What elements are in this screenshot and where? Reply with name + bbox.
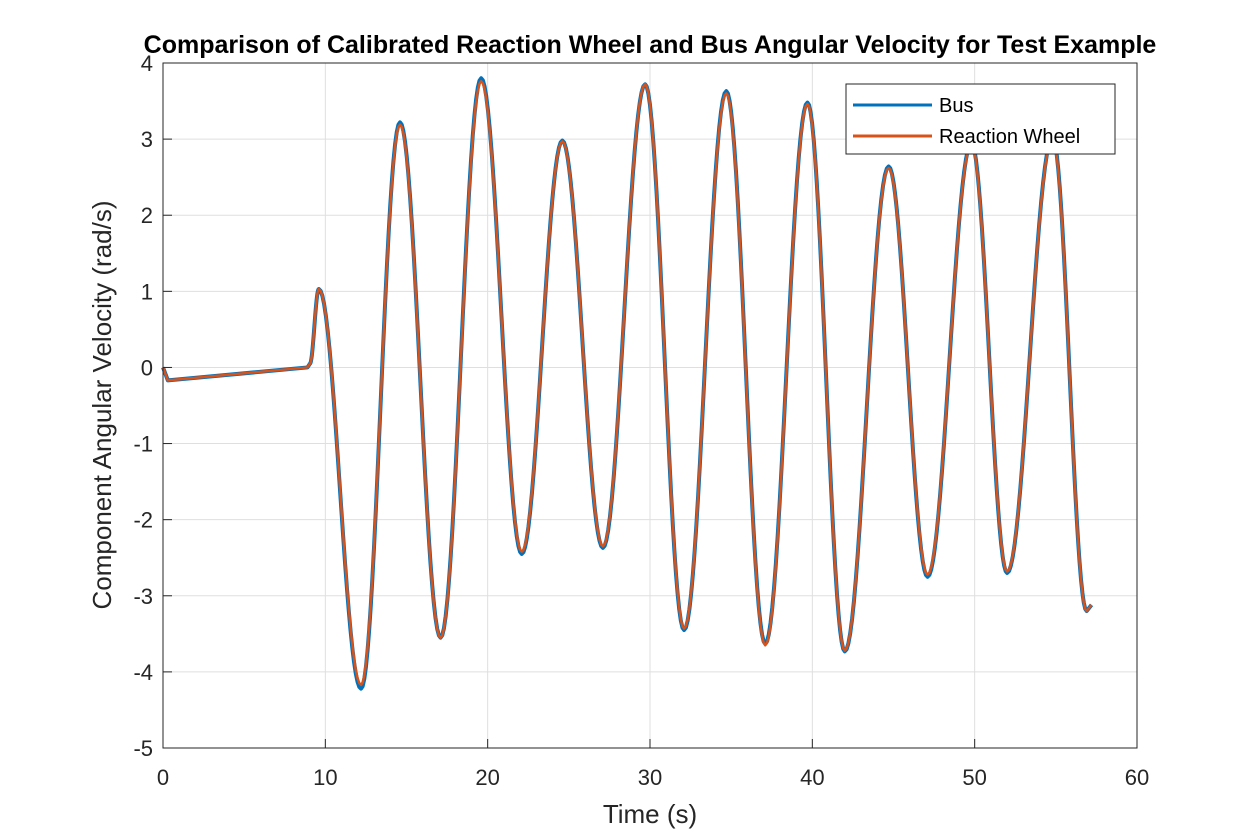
y-axis-label: Component Angular Velocity (rad/s) xyxy=(87,201,117,610)
x-axis-label: Time (s) xyxy=(603,799,697,829)
legend-label-bus: Bus xyxy=(939,95,973,117)
x-tick-label: 20 xyxy=(475,765,499,790)
legend: Bus Reaction Wheel xyxy=(845,83,1116,155)
x-tick-label: 10 xyxy=(313,765,337,790)
y-tick-label: 0 xyxy=(141,355,153,380)
y-tick-label: 4 xyxy=(141,51,153,76)
x-tick-label: 60 xyxy=(1125,765,1149,790)
y-tick-label: 3 xyxy=(141,127,153,152)
tick-labels: 0 10 20 30 40 50 60 -5 -4 -3 -2 -1 0 1 2 3 4 xyxy=(133,51,1149,790)
series-lines xyxy=(161,76,1094,691)
y-tick-label: 2 xyxy=(141,203,153,228)
x-tick-label: 0 xyxy=(157,765,169,790)
legend-box xyxy=(845,83,1116,155)
y-tick-label: 1 xyxy=(141,279,153,304)
y-tick-label: -3 xyxy=(133,584,153,609)
series-line-reaction-wheel xyxy=(161,80,1093,687)
y-tick-label: -4 xyxy=(133,660,153,685)
x-tick-label: 30 xyxy=(638,765,662,790)
legend-label-reaction-wheel: Reaction Wheel xyxy=(939,126,1080,148)
x-tick-label: 50 xyxy=(962,765,986,790)
y-tick-label: -2 xyxy=(133,508,153,533)
x-tick-label: 40 xyxy=(800,765,824,790)
y-tick-label: -5 xyxy=(133,736,153,761)
y-tick-label: -1 xyxy=(133,432,153,457)
chart-title: Comparison of Calibrated Reaction Wheel … xyxy=(144,31,1157,59)
